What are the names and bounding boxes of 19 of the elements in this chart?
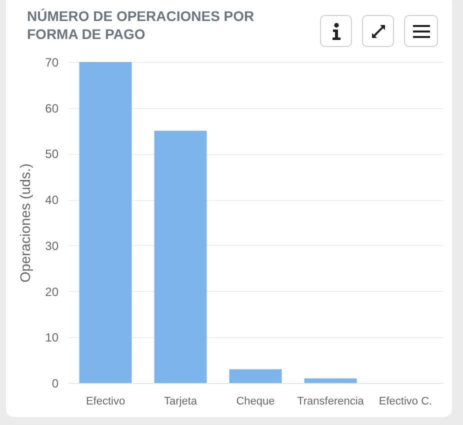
bar xyxy=(79,62,132,383)
chart-title: NÚMERO DE OPERACIONES POR FORMA DE PAGO xyxy=(27,8,254,42)
y-tick-label: 30 xyxy=(45,238,59,253)
bar xyxy=(154,130,207,383)
bar xyxy=(229,369,282,383)
y-axis-title: Operaciones (uds.) xyxy=(17,163,34,283)
bar xyxy=(304,378,357,383)
y-tick-label: 60 xyxy=(45,101,59,116)
x-tick-label: Efectivo C. xyxy=(378,396,432,408)
x-tick-label: Efectivo xyxy=(86,396,126,408)
x-tick-label: Transferencia xyxy=(297,396,365,408)
y-tick-label: 0 xyxy=(52,376,59,390)
y-tick-label: 50 xyxy=(45,147,59,162)
x-tick-label: Tarjeta xyxy=(164,396,198,408)
x-tick-label: Cheque xyxy=(236,396,275,408)
y-tick-label: 40 xyxy=(45,193,59,208)
y-tick-label: 70 xyxy=(45,56,59,70)
y-tick-label: 10 xyxy=(45,330,59,345)
y-tick-label: 20 xyxy=(45,284,59,299)
